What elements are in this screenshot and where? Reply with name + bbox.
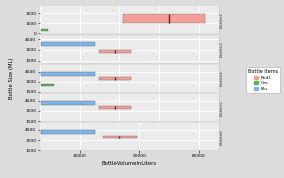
Y-axis label: Bottle6: Bottle6	[220, 129, 224, 145]
Bar	[99, 106, 131, 109]
Bar	[123, 14, 205, 23]
Legend: Red1, Grn, Blu: Red1, Grn, Blu	[246, 67, 280, 93]
Y-axis label: Bottle2: Bottle2	[220, 12, 224, 28]
Bar	[99, 77, 131, 80]
Bar	[41, 130, 95, 134]
Bar	[41, 84, 54, 87]
Bar	[41, 29, 48, 32]
X-axis label: BottleVolumeInLiters: BottleVolumeInLiters	[102, 161, 157, 166]
Y-axis label: Bottle Size (ML): Bottle Size (ML)	[9, 57, 14, 99]
Bar	[103, 135, 137, 138]
Y-axis label: Bottle5: Bottle5	[220, 100, 224, 116]
Y-axis label: Bottle3: Bottle3	[220, 41, 224, 57]
Bar	[41, 101, 95, 105]
Y-axis label: Bottle4: Bottle4	[220, 70, 224, 86]
Bar	[41, 72, 95, 76]
Bar	[41, 42, 95, 46]
Bar	[99, 50, 131, 53]
